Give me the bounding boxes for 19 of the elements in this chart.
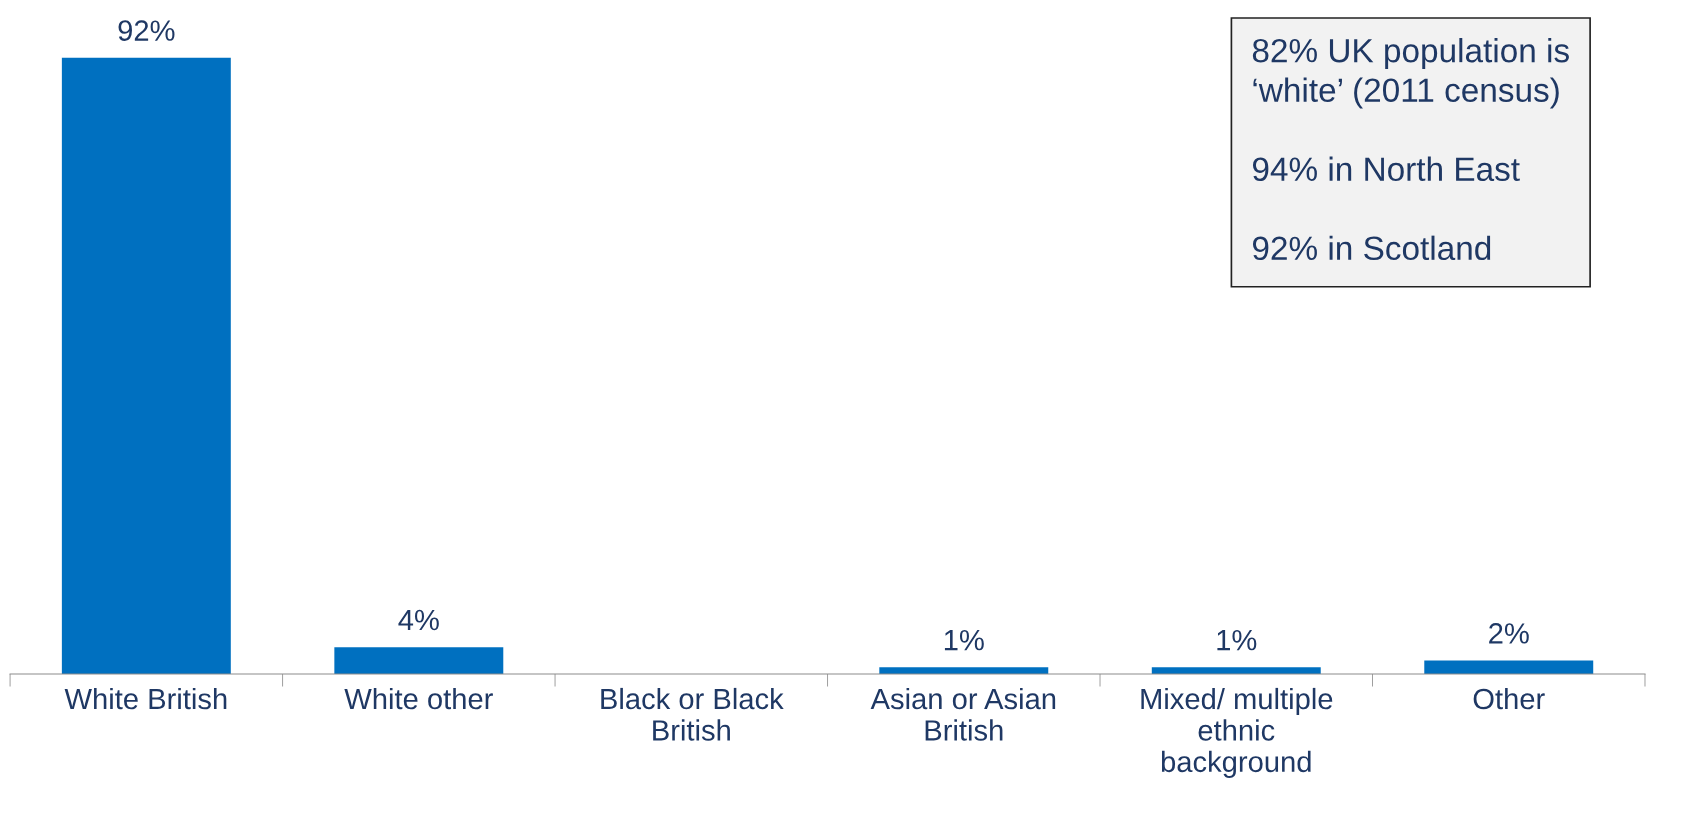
x-tick-label: Asian or Asian British [870,687,1056,741]
x-tick-label: White British [64,687,227,710]
bar [334,647,504,674]
bar [1424,660,1594,674]
bar [1151,667,1321,674]
x-tick-label: Mixed/ multiple ethnic background [1141,687,1333,778]
data-label: 1% [944,629,984,651]
bar [61,57,231,674]
data-label: 4% [398,609,439,631]
x-tick-label: Other [1473,687,1545,710]
x-tick-label: White other [344,687,493,710]
annotation: 82% UK population is ‘white’ (2011 census) [1252,38,1569,109]
data-label: 2% [1489,623,1529,644]
annotation: 92% in Scotland [1252,235,1491,261]
annotation: 94% in North East [1252,156,1520,182]
data-label: 1% [1217,629,1257,651]
data-label: 92% [118,20,175,41]
bar [879,667,1049,674]
x-tick-label: Black or Black British [601,687,784,741]
